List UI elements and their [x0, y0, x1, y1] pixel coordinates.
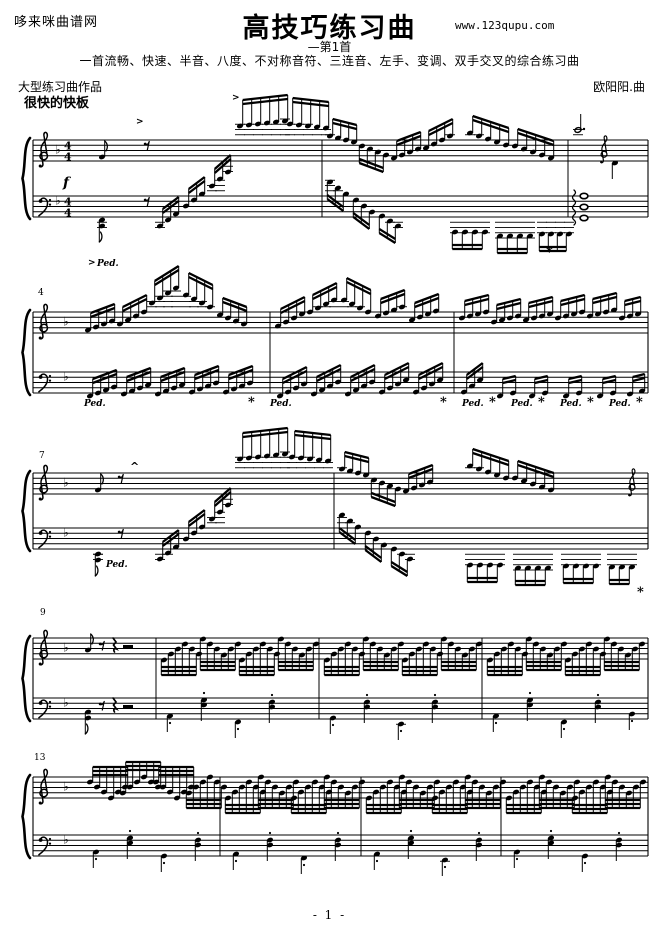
grand-staff-system-5: ♭ ♭ 13 [21, 753, 649, 876]
svg-text:♭: ♭ [63, 641, 69, 655]
svg-text:9: 9 [40, 608, 46, 618]
svg-text:♭: ♭ [55, 143, 61, 157]
pedal-mark: Ped. [269, 399, 292, 409]
grand-staff-system-4: ♭ ♭ 9 [21, 608, 649, 740]
svg-text:4: 4 [64, 151, 72, 164]
pedal-mark: Ped. [461, 399, 484, 409]
svg-text:♭: ♭ [55, 194, 61, 208]
svg-text:♭: ♭ [63, 476, 69, 490]
grand-staff-system-2: ♭ ♭ 4 Ped. * Ped. * Ped. * Ped. * Ped. * Ped. * [21, 265, 649, 410]
pedal-mark: Ped. [608, 399, 631, 409]
articulation-mark: ^ [130, 460, 139, 473]
svg-text:♭: ♭ [63, 696, 69, 710]
pedal-mark: Ped. [559, 399, 582, 409]
pedal-release-mark: * [440, 395, 447, 410]
articulation-mark: > [136, 117, 144, 127]
svg-text:4: 4 [64, 140, 72, 153]
pedal-release-mark: * [636, 395, 643, 410]
pedal-mark: Ped. [510, 399, 533, 409]
pedal-release-mark: * [546, 245, 553, 260]
dynamic-mark: f [62, 175, 72, 191]
svg-text:13: 13 [34, 753, 46, 763]
pedal-mark: Ped. [105, 560, 128, 570]
pedal-release-mark: * [587, 395, 594, 410]
svg-text:♭: ♭ [63, 370, 69, 384]
svg-text:♭: ♭ [63, 780, 69, 794]
piece-number: —第1首 [307, 40, 352, 54]
work-label: 大型练习曲作品 [18, 80, 103, 94]
pedal-release-mark: * [538, 395, 545, 410]
composer-credit: 欧阳阳.曲 [593, 80, 645, 94]
page-number: - 1 - [312, 908, 347, 922]
articulation-mark: > [232, 93, 240, 103]
svg-text:4: 4 [64, 207, 72, 220]
svg-text:4: 4 [38, 288, 44, 298]
page-title: 高技巧练习曲 [242, 13, 417, 43]
svg-text:♭: ♭ [63, 315, 69, 329]
pedal-release-mark: * [637, 585, 644, 600]
articulation-mark: > [88, 258, 96, 268]
grand-staff-system-3: ♭ ♭ 7 ^ Ped. * [21, 426, 649, 600]
tempo-marking: 很快的快板 [24, 96, 90, 111]
svg-text:4: 4 [64, 196, 72, 209]
pedal-mark: Ped. [83, 399, 106, 409]
svg-text:♭: ♭ [63, 833, 69, 847]
svg-text:♭: ♭ [63, 526, 69, 540]
pedal-release-mark: * [248, 395, 255, 410]
piece-description: 一首流畅、快速、半音、八度、不对称音符、三连音、左手、变调、双手交叉的综合练习曲 [79, 54, 580, 68]
site-name: 哆来咪曲谱网 [14, 15, 99, 30]
pedal-release-mark: * [489, 395, 496, 410]
site-url: www.123qupu.com [455, 19, 555, 32]
svg-text:7: 7 [39, 451, 45, 461]
pedal-mark: Ped. [96, 259, 119, 269]
